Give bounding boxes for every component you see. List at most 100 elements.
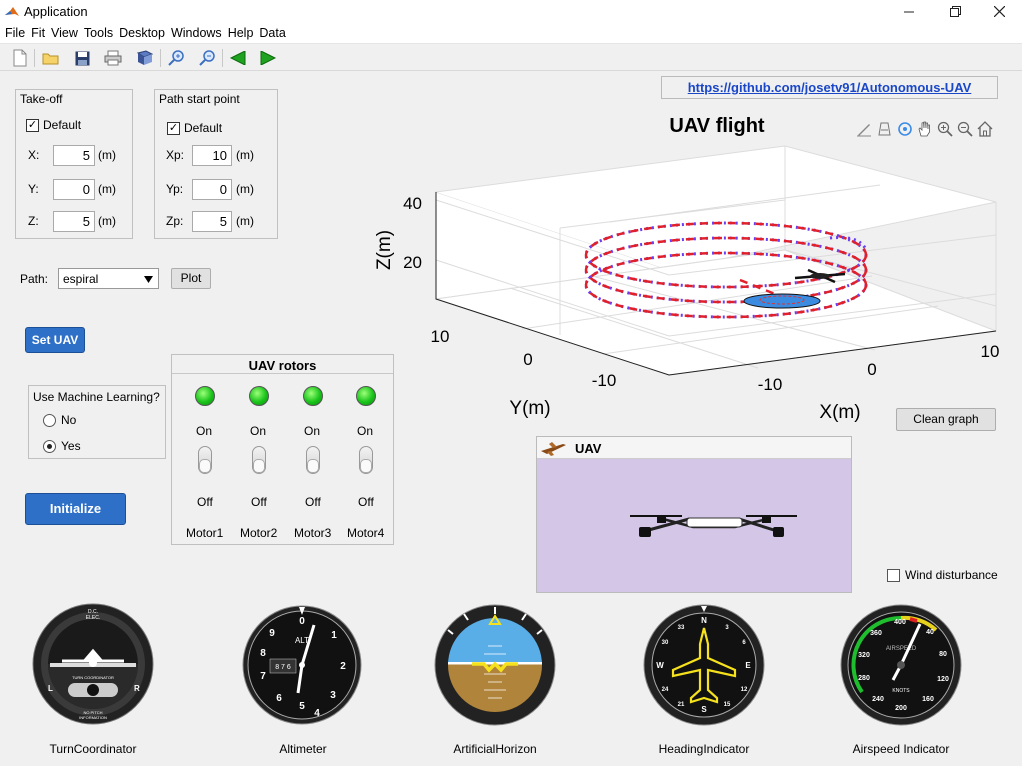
close-button[interactable] [976,0,1022,23]
z-axis-label: Z(m) [374,230,395,270]
motor2-led [249,386,269,406]
zoom-in-button[interactable] [165,47,187,69]
home-icon[interactable] [977,121,993,137]
motor2-switch[interactable] [252,446,266,474]
restore-icon [949,6,961,17]
svg-text:NO PITCH: NO PITCH [83,710,102,715]
motor4-label: Motor4 [347,526,385,540]
path-dropdown[interactable]: espiral [58,268,159,289]
svg-text:9: 9 [269,628,275,639]
ml-title: Use Machine Learning? [33,390,160,404]
takeoff-y-field[interactable]: 0 [53,179,95,200]
path-start-zp-field[interactable]: 5 [192,211,232,232]
github-link-box: https://github.com/josetv91/Autonomous-U… [661,76,998,99]
motor4-led [356,386,376,406]
ml-yes-radio[interactable]: Yes [43,439,81,453]
svg-text:40: 40 [926,629,934,636]
uav-view-title: UAV [575,441,602,456]
motor3-switch[interactable] [306,446,320,474]
menu-file[interactable]: File [5,26,26,40]
forward-button[interactable] [257,47,279,69]
motor4-switch[interactable] [359,446,373,474]
back-button[interactable] [227,47,249,69]
set-uav-button[interactable]: Set UAV [25,327,85,353]
motor1-switch[interactable] [198,446,212,474]
minimize-button[interactable] [886,0,932,23]
svg-text:80: 80 [939,651,947,658]
zoom-in-icon[interactable] [937,121,953,137]
initialize-button[interactable]: Initialize [25,493,126,525]
airspeed-indicator-label: Airspeed Indicator [852,742,950,756]
svg-text:160: 160 [922,696,934,703]
svg-text:400: 400 [894,619,906,626]
svg-text:6: 6 [742,640,746,646]
close-icon [993,6,1005,17]
motor2-label: Motor2 [240,526,278,540]
trajectory [584,221,868,319]
menu-help[interactable]: Help [227,26,254,40]
svg-text:4: 4 [314,708,320,719]
drone-marker [794,268,846,284]
path-start-xp-field[interactable]: 10 [192,145,232,166]
toolbar [0,43,1022,71]
svg-text:KNOTS: KNOTS [892,688,910,694]
y-axis-label: Y(m) [509,398,550,419]
svg-text:120: 120 [937,676,949,683]
wind-disturbance-checkbox[interactable]: Wind disturbance [887,568,998,582]
github-link[interactable]: https://github.com/josetv91/Autonomous-U… [687,80,972,95]
menu-desktop[interactable]: Desktop [119,26,165,40]
takeoff-z-field[interactable]: 5 [53,211,95,232]
svg-text:INFORMATION: INFORMATION [79,715,107,720]
svg-text:2: 2 [340,661,346,672]
menu-windows[interactable]: Windows [170,26,222,40]
svg-text:360: 360 [870,630,882,637]
motor3-led [303,386,323,406]
x-axis-label: X(m) [819,402,860,423]
takeoff-x-field[interactable]: 5 [53,145,95,166]
path-start-default-checkbox[interactable]: ✓ Default [167,121,223,135]
arrow-right-icon [260,51,276,65]
turn-coordinator-label: TurnCoordinator [49,742,137,756]
title-bar: Application [0,0,1022,23]
new-file-button[interactable] [9,47,31,69]
svg-text:8 7 6: 8 7 6 [275,664,291,671]
data-tips-icon[interactable] [877,122,892,137]
zoom-out-icon[interactable] [957,121,973,137]
open-folder-button[interactable] [40,47,62,69]
svg-text:TURN COORDINATOR: TURN COORDINATOR [72,675,114,680]
flight-plot[interactable]: UAV flight 40 20 Z(m) 10 0 -10 Y(m) -10 … [360,110,1010,430]
save-button[interactable] [71,47,93,69]
x-tick-label: -10 [758,375,783,394]
svg-text:5: 5 [299,701,305,712]
artificial-horizon-gauge [434,604,556,726]
menu-fit[interactable]: Fit [31,26,46,40]
plot-button[interactable]: Plot [171,268,211,289]
arrow-left-icon [230,51,246,65]
brush-icon[interactable] [856,122,872,137]
airplane-icon [541,442,566,456]
clean-graph-button[interactable]: Clean graph [896,408,996,431]
svg-text:1: 1 [331,630,337,641]
svg-text:6: 6 [276,693,282,704]
motor3-label: Motor3 [294,526,332,540]
zoom-out-button[interactable] [196,47,218,69]
menu-tools[interactable]: Tools [83,26,114,40]
print-button[interactable] [102,47,124,69]
svg-text:33: 33 [678,625,685,631]
menu-view[interactable]: View [51,26,78,40]
book-icon [136,50,154,65]
menu-data[interactable]: Data [259,26,286,40]
takeoff-default-checkbox[interactable]: ✓ Default [26,118,82,132]
svg-text:280: 280 [858,675,870,682]
path-start-yp-field[interactable]: 0 [192,179,232,200]
pan-hand-icon[interactable] [917,121,932,137]
uav-view: UAV [536,436,852,593]
rotate-3d-icon[interactable] [897,121,913,137]
ml-no-radio[interactable]: No [43,413,76,427]
path-start-panel: Path start point ✓ Default Xp: 10 (m) Yp… [154,89,278,239]
link-button[interactable] [134,47,156,69]
axes-toolbar [856,121,996,139]
matlab-icon [4,4,20,20]
x-tick-label: 10 [981,342,1000,361]
maximize-button[interactable] [932,0,978,23]
